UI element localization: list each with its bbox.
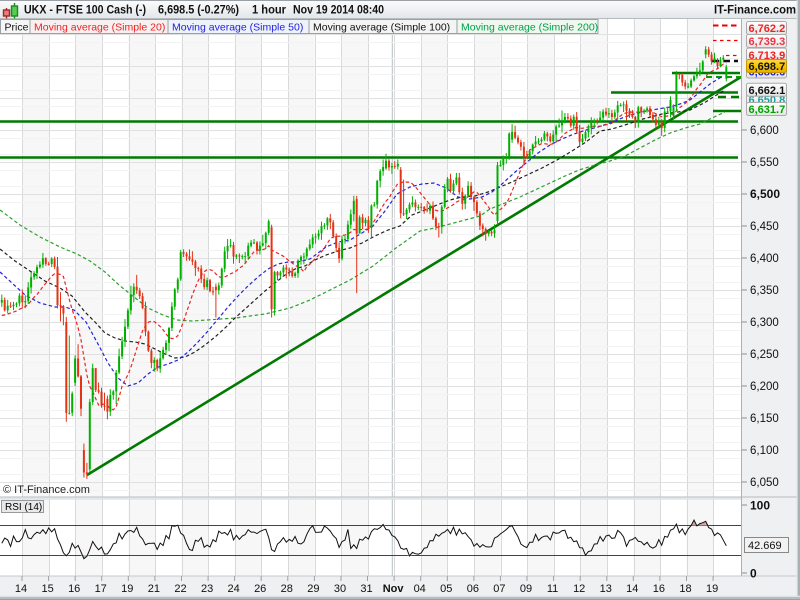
svg-text:12: 12 <box>573 583 585 595</box>
svg-text:07: 07 <box>493 583 505 595</box>
svg-text:30: 30 <box>334 583 346 595</box>
svg-text:IT-Finance.com: IT-Finance.com <box>714 3 796 17</box>
svg-text:6,450: 6,450 <box>750 221 779 233</box>
svg-text:13: 13 <box>600 583 612 595</box>
svg-text:100: 100 <box>750 499 770 513</box>
svg-text:24: 24 <box>227 583 239 595</box>
svg-text:22: 22 <box>174 583 186 595</box>
svg-text:6,100: 6,100 <box>750 445 779 457</box>
svg-text:6,300: 6,300 <box>750 317 779 329</box>
svg-text:11: 11 <box>547 583 558 595</box>
svg-text:Nov: Nov <box>383 583 405 595</box>
svg-text:17: 17 <box>95 583 107 595</box>
svg-text:6,150: 6,150 <box>750 413 779 425</box>
svg-text:16: 16 <box>68 583 80 595</box>
svg-text:6,739.3: 6,739.3 <box>749 36 786 48</box>
svg-text:6,250: 6,250 <box>750 349 779 361</box>
svg-text:05: 05 <box>440 583 452 595</box>
svg-text:6,631.7: 6,631.7 <box>749 104 786 116</box>
svg-text:6,713.9: 6,713.9 <box>749 50 786 62</box>
svg-text:6,698.7: 6,698.7 <box>749 61 786 73</box>
svg-text:6,662.1: 6,662.1 <box>749 85 786 97</box>
svg-text:Moving average (Simple 20): Moving average (Simple 20) <box>34 22 165 34</box>
svg-text:6,200: 6,200 <box>750 381 779 393</box>
svg-text:28: 28 <box>281 583 293 595</box>
svg-text:18: 18 <box>679 583 691 595</box>
svg-text:Nov 19 2014 08:40: Nov 19 2014 08:40 <box>293 3 384 17</box>
svg-text:14: 14 <box>626 583 638 595</box>
svg-text:06: 06 <box>467 583 479 595</box>
svg-text:6,550: 6,550 <box>750 157 779 169</box>
svg-text:6,600: 6,600 <box>750 125 779 137</box>
svg-text:Price: Price <box>5 22 29 34</box>
svg-text:29: 29 <box>307 583 319 595</box>
svg-text:Moving average (Simple 100): Moving average (Simple 100) <box>313 22 450 34</box>
svg-text:Moving average (Simple 200): Moving average (Simple 200) <box>461 22 598 34</box>
svg-text:6,698.5 (-0.27%): 6,698.5 (-0.27%) <box>158 3 239 17</box>
svg-text:21: 21 <box>148 583 160 595</box>
svg-text:6,500: 6,500 <box>750 187 780 201</box>
svg-text:© IT-Finance.com: © IT-Finance.com <box>3 484 90 496</box>
svg-text:0: 0 <box>750 567 757 581</box>
svg-text:14: 14 <box>15 583 27 595</box>
svg-text:6,350: 6,350 <box>750 285 779 297</box>
svg-text:42.669: 42.669 <box>748 540 782 552</box>
svg-text:26: 26 <box>254 583 266 595</box>
svg-text:09: 09 <box>520 583 532 595</box>
svg-text:04: 04 <box>414 583 426 595</box>
svg-text:Moving average (Simple 50): Moving average (Simple 50) <box>172 22 303 34</box>
svg-text:31: 31 <box>360 583 372 595</box>
svg-text:23: 23 <box>201 583 213 595</box>
svg-text:1 hour: 1 hour <box>252 3 286 17</box>
svg-text:15: 15 <box>41 583 53 595</box>
svg-text:6,762.2: 6,762.2 <box>749 23 786 35</box>
svg-text:6,050: 6,050 <box>750 477 779 489</box>
svg-text:19: 19 <box>121 583 133 595</box>
svg-text:RSI (14): RSI (14) <box>5 502 42 513</box>
svg-text:19: 19 <box>706 583 718 595</box>
svg-text:16: 16 <box>653 583 665 595</box>
svg-text:6,400: 6,400 <box>750 253 779 265</box>
svg-text:UKX - FTSE 100 Cash (-): UKX - FTSE 100 Cash (-) <box>24 3 146 17</box>
